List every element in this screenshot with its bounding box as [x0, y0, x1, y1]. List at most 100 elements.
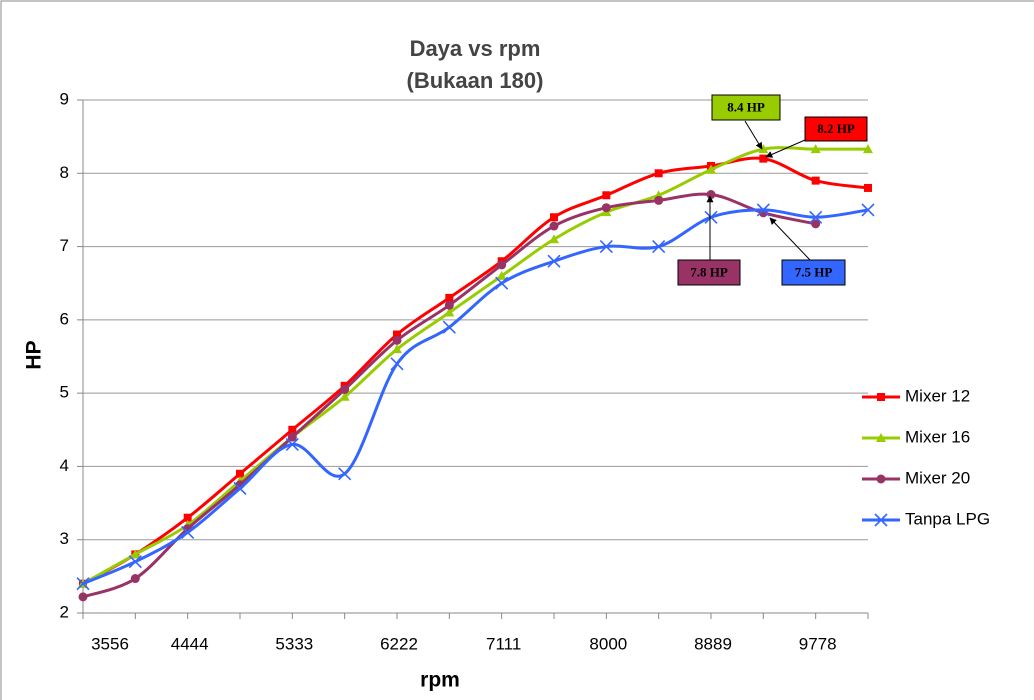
y-tick-label: 3 [60, 529, 69, 548]
x-tick-label: 8000 [589, 634, 627, 653]
legend-label: Mixer 12 [905, 386, 970, 405]
marker [706, 164, 716, 174]
marker [497, 260, 507, 270]
marker [547, 254, 561, 268]
chart-subtitle: (Bukaan 180) [407, 68, 544, 93]
marker [652, 240, 666, 254]
legend-label: Mixer 16 [905, 427, 970, 446]
y-tick-label: 6 [60, 309, 69, 328]
lines [76, 144, 875, 602]
marker [549, 234, 559, 244]
legend-label: Mixer 20 [905, 468, 970, 487]
marker [864, 183, 872, 192]
marker [811, 176, 820, 185]
x-tick-label: 7111 [486, 634, 521, 653]
marker [338, 467, 352, 481]
marker [285, 437, 299, 452]
marker [393, 330, 401, 339]
marker [549, 221, 559, 231]
y-tick-label: 9 [60, 89, 69, 108]
marker [78, 592, 88, 602]
annotation-box [677, 259, 741, 286]
arrow [769, 217, 811, 261]
marker [287, 432, 297, 442]
arrow [765, 139, 806, 158]
marker [863, 144, 873, 154]
marker [444, 307, 455, 317]
marker [233, 481, 247, 495]
marker [339, 391, 350, 401]
x-tick-label: 4444 [171, 634, 209, 653]
series-line [82, 146, 868, 585]
arrow [744, 120, 763, 150]
marker [601, 203, 611, 213]
annotation-text: 8.2 HP [817, 121, 855, 136]
series [76, 203, 875, 591]
y-tick-label: 2 [60, 602, 69, 621]
grid: 2 3 4 5 6 7 8 9 3556 4444 5333 6222 7111 8000 8889 9778 [60, 89, 869, 653]
marker [183, 513, 192, 522]
annotation-text: 8.4 HP [727, 99, 765, 114]
series-line [82, 192, 816, 599]
chart-title: Daya vs rpm [410, 36, 541, 61]
marker [442, 320, 456, 334]
marker [706, 190, 716, 200]
marker [288, 425, 297, 434]
y-tick-label: 5 [60, 383, 69, 402]
marker [236, 469, 244, 478]
y-tick-label: 4 [60, 456, 69, 475]
series [78, 190, 821, 602]
marker [392, 344, 402, 354]
marker [811, 219, 821, 229]
marker [392, 335, 402, 345]
annotations: 8.4 HP 8.2 HP 7.8 HP 7.5 HP [677, 94, 868, 286]
x-tick-label: 6222 [380, 634, 418, 653]
marker [128, 555, 142, 569]
series-line [82, 208, 869, 586]
marker [876, 474, 886, 484]
marker [602, 191, 611, 200]
marker [599, 240, 613, 254]
y-tick-label: 8 [60, 163, 69, 182]
x-axis-title: rpm [420, 669, 460, 692]
marker [654, 169, 663, 178]
marker [76, 577, 90, 591]
marker [445, 293, 454, 302]
marker [496, 270, 507, 280]
marker [181, 525, 195, 539]
annotation-text: 7.5 HP [795, 264, 833, 279]
marker [495, 276, 509, 290]
marker [654, 195, 664, 205]
x-tick-label: 3556 [91, 634, 129, 653]
legend-label: Tanpa LPG [905, 509, 990, 528]
marker [340, 384, 350, 394]
marker [758, 144, 769, 154]
x-tick-label: 8889 [694, 634, 732, 653]
annotation-box [804, 116, 868, 142]
marker [704, 210, 718, 224]
x-tick-label: 9778 [799, 634, 837, 653]
marker [550, 213, 558, 222]
marker [876, 433, 886, 442]
marker [874, 513, 888, 527]
marker [756, 203, 770, 217]
marker [130, 549, 141, 559]
legend: Mixer 12 Mixer 16 Mixer 20 Tanpa LPG [862, 386, 990, 528]
marker [861, 203, 875, 217]
marker [810, 144, 821, 154]
marker [809, 210, 823, 224]
series-line [82, 156, 869, 585]
x-tick-label: 5333 [275, 634, 313, 653]
y-tick-label: 7 [60, 236, 69, 255]
annotation-box [711, 94, 781, 121]
annotation-text: 7.8 HP [690, 264, 728, 279]
marker [130, 574, 140, 584]
marker [444, 300, 454, 310]
marker [877, 393, 885, 401]
y-axis-title: HP [23, 340, 46, 369]
marker [759, 154, 768, 163]
annotation-box [781, 259, 846, 286]
marker [390, 357, 404, 371]
